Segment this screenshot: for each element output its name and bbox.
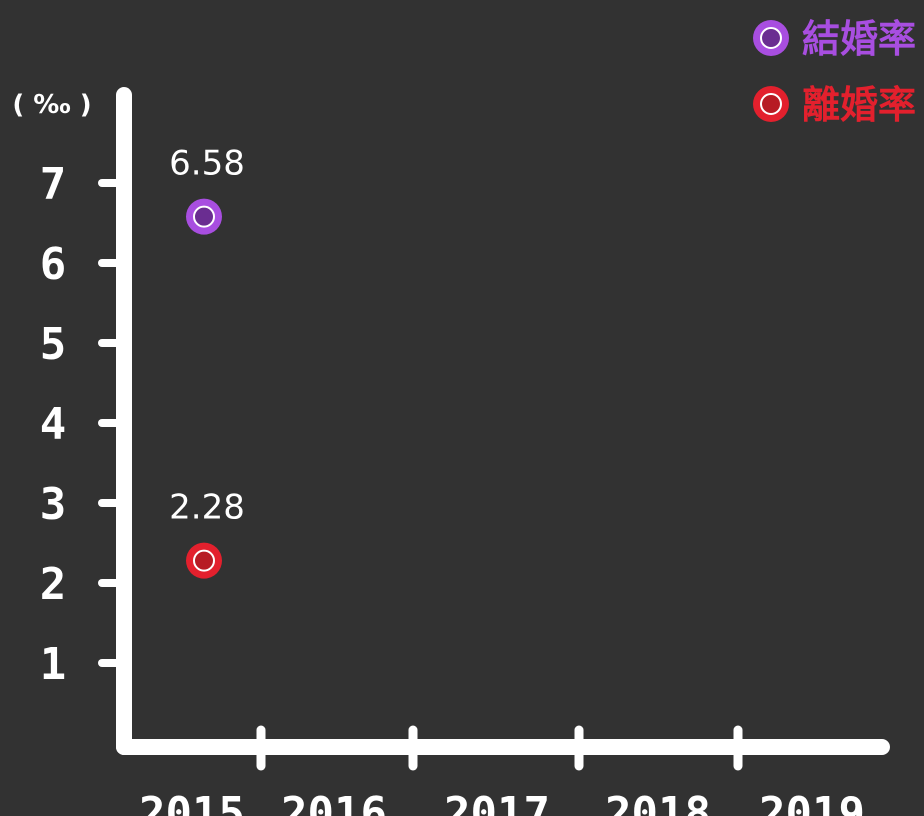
legend-marker-inner: [760, 93, 782, 115]
legend-item-2: 離婚率: [753, 83, 916, 127]
legend-item-1: 結婚率: [753, 17, 916, 61]
point-離婚率-2015: 2.28: [169, 488, 245, 579]
x-tick-label-2015: 2015: [139, 788, 245, 816]
y-tick-label-2: 2: [40, 559, 67, 610]
y-axis-ticks: 1 2 3 4 5 6 7: [40, 159, 128, 690]
y-axis-label: ( ‰ ): [12, 90, 91, 120]
y-tick-label-6: 6: [40, 239, 67, 290]
legend-label-2: 離婚率: [802, 83, 916, 127]
y-tick-label-7: 7: [40, 159, 67, 210]
x-tick-label-2016: 2016: [281, 788, 387, 816]
x-axis-ticks: 2015 2016 2017 2018 2019: [139, 725, 865, 816]
point-marker-inner: [193, 549, 215, 572]
x-tick-label-2019: 2019: [759, 788, 865, 816]
x-tick-label-2017: 2017: [444, 788, 550, 816]
legend-marker-inner: [760, 27, 782, 49]
x-tick-label-2018: 2018: [605, 788, 711, 816]
data-label-離婚率-2015: 2.28: [169, 488, 245, 528]
point-marker-inner: [193, 205, 215, 228]
y-tick-label-4: 4: [40, 399, 67, 450]
y-tick-label-1: 1: [40, 639, 67, 690]
point-結婚率-2015: 6.58: [169, 144, 245, 235]
y-tick-label-3: 3: [40, 479, 67, 530]
data-label-結婚率-2015: 6.58: [169, 144, 245, 184]
data-points: 6.58 2.28: [169, 144, 245, 579]
y-tick-label-5: 5: [40, 319, 67, 370]
legend-label-1: 結婚率: [802, 17, 916, 61]
chart-axes: ( ‰ ): [12, 87, 890, 755]
